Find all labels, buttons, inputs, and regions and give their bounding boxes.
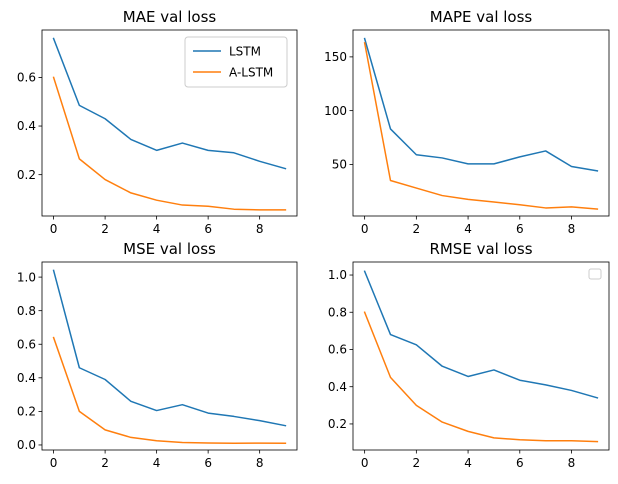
series-line-orange	[363, 311, 599, 443]
subplot-4: 0 2 4 6 8 0.2 0.4 0.6 0.8 1.0 RMSE val loss	[328, 240, 610, 470]
x-tick-label: 2	[101, 456, 109, 470]
subplot-1: 0 2 4 6 8 0.2 0.4 0.6 MAE val loss LSTM A-LSTM	[17, 8, 298, 236]
x-tick-label: 6	[516, 222, 524, 236]
axes-frame	[352, 261, 610, 451]
y-tick-label: 0.2	[17, 168, 36, 182]
x-tick-label: 6	[204, 222, 212, 236]
series-line-a-lstm	[363, 42, 599, 210]
series-line-lstm	[52, 269, 287, 427]
x-tick-label: 8	[256, 456, 264, 470]
series-line-lstm	[52, 37, 287, 170]
x-tick-label: 4	[464, 456, 472, 470]
x-tick-label: 4	[153, 222, 161, 236]
y-tick-label: 1.0	[328, 268, 347, 282]
x-tick-label: 6	[204, 456, 212, 470]
y-tick-label: 0.2	[17, 405, 36, 419]
y-tick-label: 0.4	[17, 371, 36, 385]
x-tick-label: 2	[413, 222, 421, 236]
x-tick-label: 4	[153, 456, 161, 470]
x-tick-label: 2	[413, 456, 421, 470]
series-line-a-lstm	[52, 336, 287, 445]
x-tick-label: 8	[256, 222, 264, 236]
y-tick-label: 0.6	[328, 343, 347, 357]
legend-box-empty	[588, 268, 602, 280]
legend-box	[184, 36, 288, 88]
y-tick-label: 100	[324, 104, 347, 118]
legend-label: LSTM	[229, 45, 261, 59]
y-tick-label: 150	[324, 50, 347, 64]
y-tick-label: 0.8	[328, 305, 347, 319]
subplot-title: MAE val loss	[123, 8, 217, 26]
x-tick-label: 0	[361, 456, 369, 470]
y-tick-label: 0.8	[17, 304, 36, 318]
x-tick-label: 4	[464, 222, 472, 236]
x-tick-label: 0	[50, 456, 58, 470]
series-line-blue	[363, 270, 599, 399]
x-tick-label: 0	[50, 222, 58, 236]
axes-frame	[41, 29, 298, 217]
y-tick-label: 0.4	[17, 119, 36, 133]
y-tick-label: 0.6	[17, 71, 36, 85]
subplot-title: MSE val loss	[123, 240, 216, 258]
y-tick-label: 0.6	[17, 337, 36, 351]
y-tick-label: 0.0	[17, 438, 36, 452]
axes-frame	[41, 261, 298, 451]
x-tick-label: 2	[101, 222, 109, 236]
series-line-lstm	[363, 37, 599, 172]
legend-label: A-LSTM	[229, 66, 273, 80]
axes-frame	[352, 29, 610, 217]
y-tick-label: 0.4	[328, 380, 347, 394]
x-tick-label: 0	[361, 222, 369, 236]
y-tick-label: 1.0	[17, 270, 36, 284]
y-tick-label: 0.2	[328, 417, 347, 431]
series-line-a-lstm	[52, 76, 287, 211]
subplot-title: RMSE val loss	[429, 240, 532, 258]
subplot-3: 0 2 4 6 8 0.0 0.2 0.4 0.6 0.8 1.0 MSE val loss	[17, 240, 298, 470]
subplot-2: 0 2 4 6 8 50 100 150 MAPE val loss	[324, 8, 610, 236]
x-tick-label: 8	[568, 456, 576, 470]
y-tick-label: 50	[332, 158, 347, 172]
x-tick-label: 8	[568, 222, 576, 236]
subplot-title: MAPE val loss	[430, 8, 533, 26]
x-tick-label: 6	[516, 456, 524, 470]
